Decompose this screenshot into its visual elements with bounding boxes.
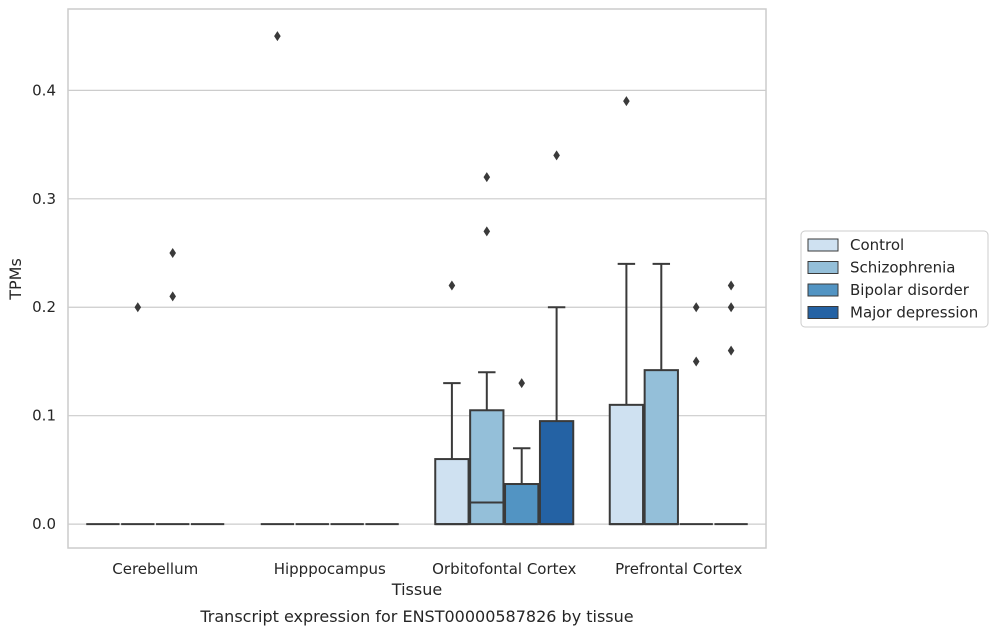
- legend-label: Schizophrenia: [850, 259, 955, 277]
- box-schizophrenia: [121, 302, 155, 526]
- box-major-depression: [714, 280, 748, 526]
- legend-frame: [800, 230, 989, 328]
- legend-label: Bipolar disorder: [850, 281, 970, 299]
- x-tick-label: Cerebellum: [112, 560, 198, 578]
- legend: Control Schizophrenia Bipolar disorder Majo…: [800, 230, 989, 328]
- box: [434, 458, 470, 526]
- outlier-point: [692, 302, 700, 313]
- outlier-point: [134, 302, 142, 313]
- y-axis-title: TPMs: [6, 258, 25, 301]
- box: [469, 409, 505, 526]
- y-tick-label: 0.1: [32, 407, 56, 425]
- box-bipolar-disorder: [504, 378, 540, 526]
- plot-frame: [67, 8, 767, 549]
- y-tick-label: 0.2: [32, 298, 56, 316]
- x-tick-labels: Cerebellum Hipppocampus Orbitofontal Corte…: [112, 560, 742, 578]
- box-groups: [86, 31, 748, 526]
- figure-caption: Transcript expression for ENST0000058782…: [199, 607, 633, 626]
- x-axis-title: Tissue: [391, 580, 442, 599]
- box: [643, 369, 679, 526]
- box-bipolar-disorder: [156, 248, 190, 526]
- legend-swatch: [807, 306, 839, 319]
- y-tick-label: 0.3: [32, 190, 56, 208]
- legend-swatch: [807, 238, 839, 252]
- outlier-point: [169, 248, 176, 259]
- x-tick-label: Orbitofontal Cortex: [432, 560, 576, 578]
- outlier-point: [483, 226, 491, 237]
- legend-swatch: [807, 261, 839, 274]
- outlier-point: [692, 356, 700, 367]
- outlier-point: [727, 280, 735, 291]
- box-schizophrenia: [643, 262, 679, 526]
- outlier-point: [623, 96, 630, 107]
- legend-label: Control: [850, 236, 904, 254]
- x-tick-label: Hipppocampus: [274, 560, 386, 578]
- box-major-depression: [538, 150, 575, 526]
- outlier-point: [727, 345, 735, 356]
- outlier-point: [518, 378, 525, 389]
- legend-swatch: [807, 283, 839, 297]
- outlier-point: [553, 150, 560, 161]
- outlier-point: [169, 291, 176, 302]
- x-tick-label: Prefrontal Cortex: [615, 560, 742, 578]
- box-control: [260, 31, 295, 526]
- outlier-point: [274, 31, 281, 42]
- box: [504, 483, 540, 526]
- box-control: [434, 280, 470, 526]
- outlier-point: [448, 280, 456, 291]
- y-tick-labels: 0.0 0.1 0.2 0.3 0.4: [32, 81, 56, 533]
- box: [538, 420, 575, 526]
- box: [608, 403, 645, 526]
- box-schizophrenia: [469, 172, 505, 526]
- legend-label: Major depression: [850, 304, 978, 322]
- outlier-point: [483, 172, 491, 183]
- outlier-point: [727, 302, 735, 313]
- box-control: [608, 96, 645, 526]
- y-tick-label: 0.0: [32, 515, 56, 533]
- y-tick-label: 0.4: [32, 81, 56, 99]
- box-bipolar-disorder: [679, 302, 713, 526]
